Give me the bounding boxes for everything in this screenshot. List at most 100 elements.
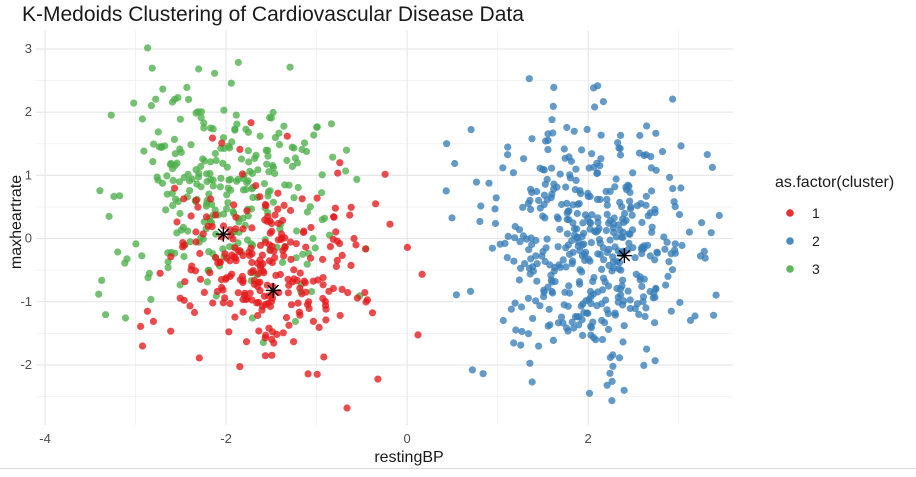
data-point-cluster-2 [628, 211, 636, 219]
data-point-cluster-3 [105, 212, 113, 220]
data-point-cluster-1 [279, 329, 287, 337]
data-point-cluster-1 [274, 219, 282, 228]
data-point-cluster-3 [246, 167, 254, 175]
data-point-cluster-1 [336, 240, 344, 248]
data-point-cluster-2 [603, 210, 611, 218]
data-point-cluster-2 [662, 281, 670, 289]
data-point-cluster-2 [611, 183, 619, 191]
data-point-cluster-2 [609, 253, 617, 261]
data-point-cluster-1 [414, 331, 422, 339]
data-point-cluster-1 [320, 353, 328, 361]
data-point-cluster-1 [255, 327, 263, 335]
data-point-cluster-3 [310, 131, 318, 139]
data-point-cluster-1 [292, 240, 300, 248]
data-point-cluster-3 [203, 178, 211, 186]
data-point-cluster-2 [572, 176, 580, 184]
data-point-cluster-2 [619, 276, 627, 284]
data-point-cluster-2 [631, 254, 639, 262]
data-point-cluster-2 [568, 237, 576, 245]
data-point-cluster-2 [616, 198, 624, 206]
data-point-cluster-2 [624, 287, 632, 295]
data-point-cluster-1 [181, 278, 189, 286]
data-point-cluster-1 [287, 238, 295, 246]
data-point-cluster-2 [610, 264, 618, 272]
data-point-cluster-1 [330, 213, 338, 221]
data-point-cluster-1 [243, 207, 251, 215]
data-point-cluster-2 [604, 325, 613, 333]
data-point-cluster-1 [322, 316, 330, 324]
data-point-cluster-3 [280, 122, 288, 130]
data-point-cluster-1 [221, 294, 229, 302]
data-point-cluster-1 [338, 251, 346, 259]
data-point-cluster-2 [577, 302, 585, 310]
data-point-cluster-2 [507, 305, 515, 313]
data-point-cluster-2 [612, 175, 620, 183]
data-point-cluster-3 [265, 168, 273, 176]
data-point-cluster-1 [372, 200, 380, 208]
data-point-cluster-2 [590, 84, 598, 92]
data-point-cluster-3 [311, 244, 319, 252]
data-point-cluster-3 [303, 260, 311, 268]
data-point-cluster-2 [619, 233, 627, 241]
data-point-cluster-2 [477, 202, 485, 210]
data-point-cluster-3 [177, 226, 185, 234]
data-point-cluster-2 [712, 291, 720, 299]
data-point-cluster-1 [192, 196, 200, 204]
data-point-cluster-3 [176, 209, 184, 218]
data-point-cluster-2 [703, 151, 711, 159]
data-point-cluster-1 [137, 322, 145, 330]
data-point-cluster-2 [566, 174, 575, 182]
data-point-cluster-3 [231, 126, 239, 134]
data-point-cluster-2 [553, 213, 561, 221]
data-point-cluster-1 [290, 338, 298, 346]
data-point-cluster-1 [290, 275, 298, 283]
data-point-cluster-3 [195, 65, 203, 73]
data-point-cluster-1 [403, 243, 411, 251]
data-point-cluster-1 [271, 211, 279, 219]
data-point-cluster-2 [575, 200, 583, 208]
data-point-cluster-2 [598, 265, 606, 273]
data-point-cluster-3 [212, 230, 220, 238]
data-point-cluster-2 [622, 216, 630, 224]
data-point-cluster-2 [640, 275, 648, 283]
data-point-cluster-2 [708, 163, 717, 171]
data-point-cluster-1 [143, 307, 151, 315]
data-point-cluster-1 [268, 351, 276, 359]
data-point-cluster-1 [319, 255, 327, 263]
data-point-cluster-3 [175, 178, 183, 186]
grid-lines [36, 30, 733, 425]
data-point-cluster-2 [670, 198, 678, 206]
data-point-cluster-2 [525, 246, 533, 254]
data-point-cluster-1 [265, 257, 274, 265]
data-point-cluster-1 [309, 317, 317, 325]
data-point-cluster-3 [220, 106, 228, 114]
data-point-cluster-3 [269, 161, 277, 170]
data-point-cluster-1 [250, 280, 258, 288]
data-point-cluster-3 [260, 180, 268, 188]
data-point-cluster-2 [602, 296, 610, 304]
data-point-cluster-2 [671, 240, 679, 248]
data-point-cluster-1 [247, 268, 255, 276]
data-point-cluster-2 [676, 298, 684, 306]
data-point-cluster-3 [327, 120, 336, 128]
data-point-cluster-2 [648, 223, 656, 231]
data-point-cluster-2 [640, 361, 648, 369]
data-point-cluster-2 [517, 303, 526, 311]
data-point-cluster-2 [544, 146, 552, 154]
data-point-cluster-3 [263, 160, 271, 168]
data-point-cluster-1 [295, 308, 303, 316]
data-point-cluster-2 [517, 264, 525, 272]
data-point-cluster-2 [641, 312, 649, 321]
data-point-cluster-2 [615, 354, 624, 362]
data-point-cluster-1 [284, 275, 292, 283]
data-point-cluster-3 [170, 135, 178, 143]
data-point-cluster-2 [636, 131, 644, 140]
data-point-cluster-1 [212, 211, 220, 219]
data-point-cluster-1 [245, 248, 253, 256]
data-point-cluster-2 [658, 148, 667, 156]
data-point-cluster-2 [608, 397, 616, 405]
data-point-cluster-2 [501, 239, 509, 247]
data-point-cluster-2 [619, 301, 627, 309]
data-point-cluster-2 [532, 252, 540, 260]
data-point-cluster-1 [304, 370, 312, 378]
